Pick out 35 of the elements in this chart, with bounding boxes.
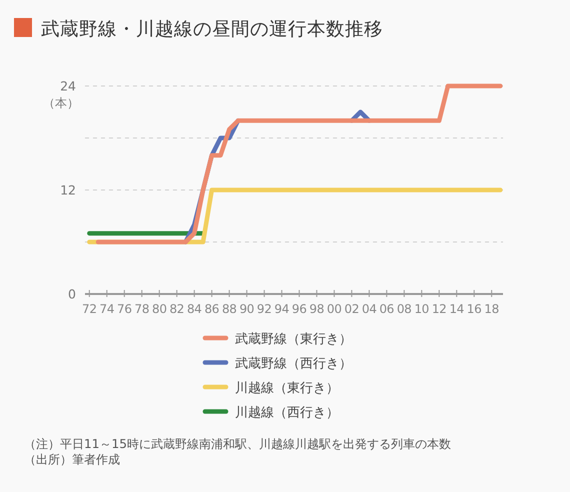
x-tick-label: 14 bbox=[449, 302, 464, 316]
x-tick-label: 94 bbox=[274, 302, 290, 316]
x-tick-label: 76 bbox=[117, 302, 132, 316]
y-tick-label: 0 bbox=[68, 286, 76, 302]
y-tick-label: 12 bbox=[60, 182, 76, 198]
x-tick-label: 00 bbox=[326, 302, 342, 316]
legend-label: 川越線（西行き） bbox=[235, 406, 339, 420]
annotation: （出所）筆者作成 bbox=[24, 452, 120, 466]
x-tick-label: 72 bbox=[82, 302, 97, 316]
x-tick-label: 02 bbox=[344, 302, 360, 316]
x-tick-label: 74 bbox=[100, 302, 114, 316]
x-tick-label: 96 bbox=[292, 302, 307, 316]
x-tick-label: 18 bbox=[484, 302, 499, 316]
x-tick-label: 88 bbox=[222, 302, 237, 316]
x-tick-label: 10 bbox=[414, 302, 429, 316]
x-tick-label: 86 bbox=[204, 302, 220, 316]
x-tick-label: 92 bbox=[256, 302, 272, 316]
x-tick-label: 04 bbox=[362, 302, 377, 316]
title: 武蔵野線・川越線の昼間の運行本数推移 bbox=[41, 19, 383, 40]
legend-label: 武蔵野線（東行き） bbox=[235, 332, 352, 347]
x-tick-label: 80 bbox=[152, 302, 167, 316]
x-tick-label: 12 bbox=[432, 302, 446, 316]
x-tick-label: 06 bbox=[379, 302, 394, 316]
legend-label: 武蔵野線（西行き） bbox=[235, 356, 352, 372]
annotation: （注）平日11～15時に武蔵野線南浦和駅、川越線川越駅を出発する列車の本数 bbox=[24, 437, 452, 451]
y-tick-label: 24 bbox=[60, 78, 76, 94]
x-tick-label: 98 bbox=[309, 302, 324, 316]
x-tick-label: 08 bbox=[396, 302, 412, 316]
y-axis-title: （本） bbox=[43, 96, 79, 110]
x-tick-label: 84 bbox=[186, 302, 202, 316]
x-tick-label: 16 bbox=[466, 302, 482, 316]
legend-label: 川越線（東行き） bbox=[235, 381, 339, 396]
x-tick-label: 90 bbox=[239, 302, 254, 316]
x-tick-label: 78 bbox=[134, 302, 150, 316]
x-tick-label: 82 bbox=[169, 302, 184, 316]
